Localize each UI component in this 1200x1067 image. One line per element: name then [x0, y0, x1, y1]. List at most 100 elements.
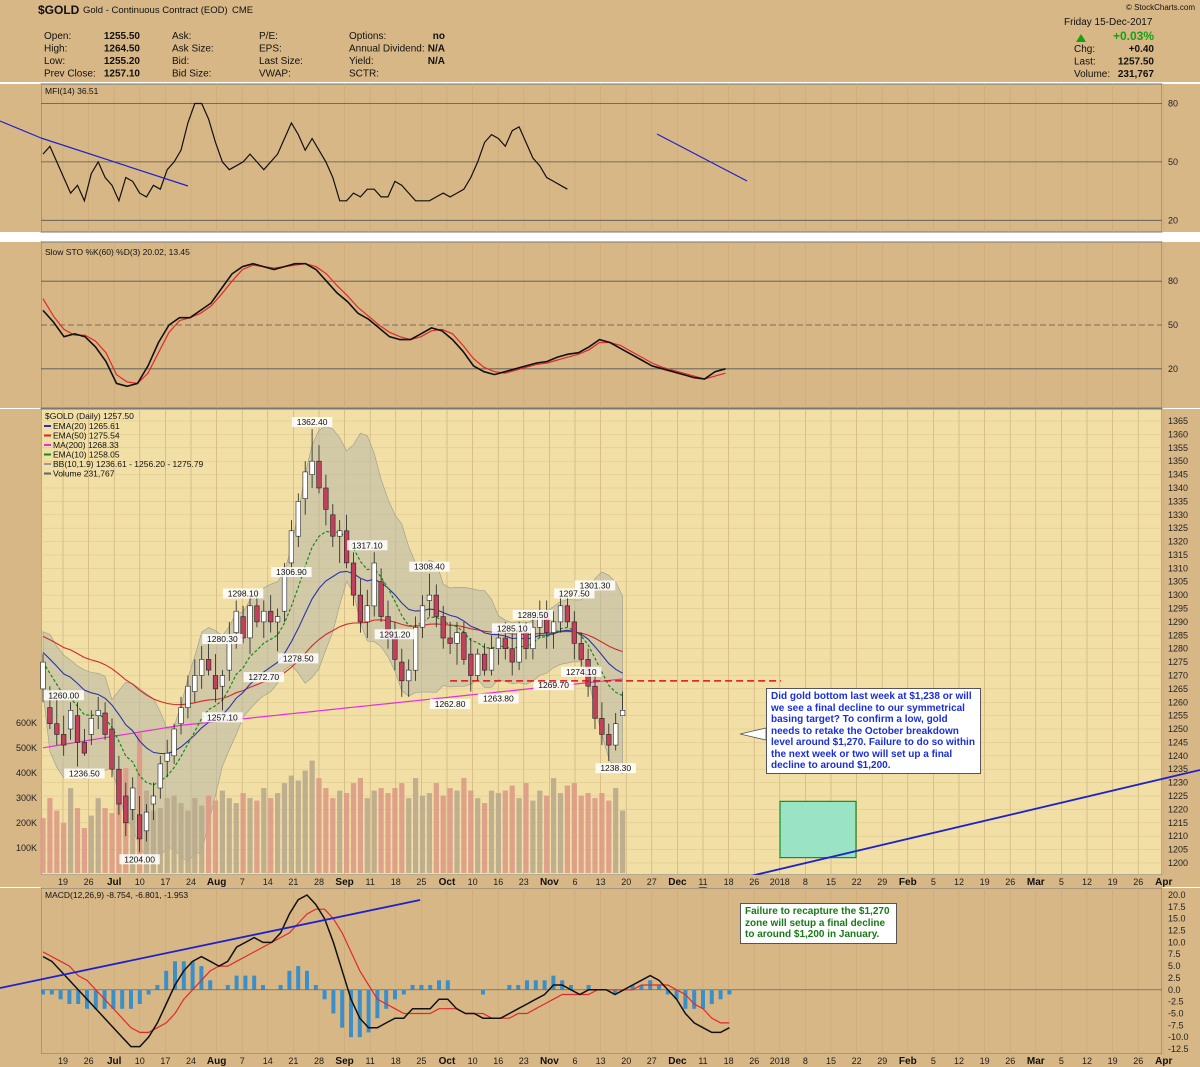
stat-label: Chg: [1074, 44, 1095, 55]
macd-histogram-bar [384, 989, 389, 1009]
x-tick: Feb [899, 877, 917, 888]
candle-body [295, 501, 301, 537]
candle-body [171, 728, 177, 757]
volume-bar [199, 805, 205, 873]
x-tick: 11 [366, 877, 375, 887]
price-label-bg [478, 693, 519, 704]
price-tick: 1210 [1168, 831, 1188, 841]
price-tick: 1295 [1168, 604, 1188, 614]
volume-bar [385, 793, 391, 873]
x-tick: Jul [107, 877, 122, 888]
legend-label: Volume 231,767 [53, 469, 115, 479]
x-tick: 12 [954, 1056, 964, 1066]
symbol: $GOLD [38, 3, 80, 17]
macd-histogram-bar [542, 980, 547, 990]
x-tick: 19 [58, 877, 68, 887]
candle-body [109, 728, 115, 770]
macd-tick: 17.5 [1168, 902, 1186, 912]
x-tick: 6 [572, 1056, 577, 1066]
x-tick: Sep [335, 877, 353, 888]
macd-histogram-bar [243, 975, 248, 990]
x-tick: 20 [621, 1056, 631, 1066]
candle-body [164, 752, 170, 762]
candle-body [613, 723, 619, 746]
candle-body [557, 605, 564, 623]
volume-bar [316, 778, 322, 873]
x-tick: Dec [668, 1056, 687, 1067]
x-tick: 6 [572, 877, 577, 887]
macd-histogram-bar [701, 989, 705, 1009]
x-tick: 28 [314, 877, 324, 887]
volume-bar [68, 788, 74, 873]
price-label: 1280.30 [207, 634, 238, 644]
stat-value: 231,767 [1118, 69, 1155, 80]
volume-bar [295, 780, 301, 873]
stat-label: P/E: [259, 31, 278, 42]
x-tick: 29 [877, 1056, 887, 1066]
candle-body [599, 717, 605, 735]
price-label-bg [347, 540, 388, 551]
macd-tick: -2.5 [1168, 997, 1184, 1007]
candle-body [233, 610, 239, 633]
x-tick: 10 [468, 877, 478, 887]
macd-histogram-bar [586, 985, 591, 990]
up-arrow-icon [1076, 34, 1086, 42]
stat-value: 1264.50 [104, 44, 141, 55]
volume-bar [613, 788, 619, 873]
candle-body [116, 768, 122, 805]
price-tick: 1205 [1168, 845, 1188, 855]
volume-tick: 300K [16, 793, 37, 803]
macd-histogram-bar [533, 980, 538, 990]
macd-line [42, 894, 730, 1048]
candle-body [550, 621, 557, 633]
x-tick: 12 [1082, 1056, 1092, 1066]
candle-body [88, 717, 94, 735]
candle-body [412, 626, 419, 671]
stat-label: Volume: [1074, 69, 1110, 80]
instrument-name: Gold - Continuous Contract (EOD) [83, 5, 228, 16]
price-label-bg [291, 417, 333, 428]
volume-bar [323, 788, 329, 873]
price-label: 1260.00 [48, 690, 79, 700]
candle-body [419, 605, 426, 628]
legend-label: BB(10,1.9) 1236.61 - 1256.20 - 1275.79 [53, 459, 204, 469]
candle-body [481, 653, 488, 671]
price-tick: 1265 [1168, 684, 1188, 694]
mfi-trendline [40, 137, 189, 187]
macd-histogram-bar [613, 989, 617, 995]
price-label: 1306.90 [276, 567, 307, 577]
price-label-bg [533, 680, 574, 691]
x-tick: 5 [931, 877, 936, 887]
price-label-bg [512, 609, 554, 620]
stat-label: Options: [349, 31, 386, 42]
macd-histogram-bar [349, 989, 353, 1038]
candle-body [40, 661, 46, 690]
macd-histogram-bar [67, 989, 72, 1004]
macd-histogram-bar [551, 975, 556, 990]
x-axis-strip [0, 875, 1200, 887]
price-label: 1204.00 [124, 854, 155, 864]
x-axis-strip [0, 1054, 1200, 1067]
volume-bar [240, 793, 246, 873]
axis-strip-left [0, 84, 41, 232]
stat-label: Open: [44, 31, 71, 42]
price-tick: 1250 [1168, 724, 1188, 734]
watermark: © StockCharts.com [1126, 3, 1195, 12]
x-tick: 24 [186, 1056, 196, 1066]
volume-bar [171, 795, 177, 873]
volume-bar [495, 793, 501, 873]
price-label-bg [492, 623, 533, 634]
volume-tick: 600K [16, 718, 37, 728]
candle-body [495, 637, 502, 649]
stat-label: Low: [44, 56, 65, 67]
macd-histogram-bar [173, 961, 177, 990]
candle-body [123, 795, 129, 824]
x-tick: 10 [468, 1056, 478, 1066]
mfi-trendline [0, 120, 42, 139]
stat-value: N/A [428, 44, 445, 55]
price-tick: 1365 [1168, 416, 1188, 426]
quote-date: Friday 15-Dec-2017 [1064, 17, 1153, 28]
volume-bar [254, 800, 260, 873]
macd-histogram-bar [234, 975, 239, 990]
x-tick: 10 [135, 1056, 145, 1066]
